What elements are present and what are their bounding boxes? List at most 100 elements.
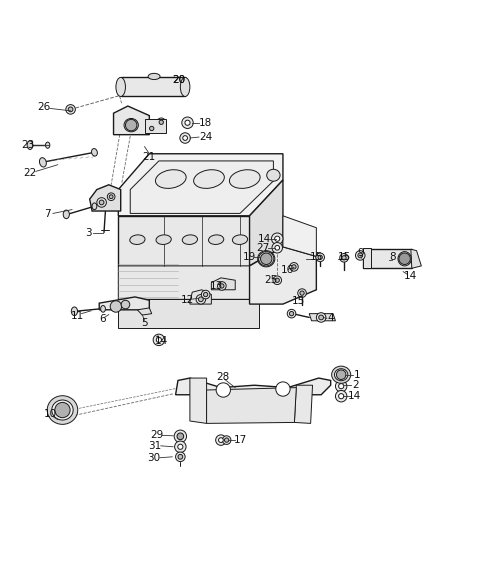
Circle shape xyxy=(178,454,183,459)
Circle shape xyxy=(175,441,186,453)
Circle shape xyxy=(55,402,70,418)
Ellipse shape xyxy=(180,78,190,96)
Polygon shape xyxy=(90,185,120,211)
Polygon shape xyxy=(120,78,185,96)
Polygon shape xyxy=(294,385,312,424)
Ellipse shape xyxy=(47,396,78,424)
Polygon shape xyxy=(144,119,166,133)
Polygon shape xyxy=(211,278,235,290)
Ellipse shape xyxy=(46,142,50,148)
Text: 25: 25 xyxy=(264,275,277,285)
Ellipse shape xyxy=(156,170,186,188)
Text: 31: 31 xyxy=(148,441,162,451)
Text: 3: 3 xyxy=(85,229,92,238)
Circle shape xyxy=(66,105,75,114)
Text: 20: 20 xyxy=(172,75,185,85)
Ellipse shape xyxy=(267,169,280,181)
Ellipse shape xyxy=(259,251,274,266)
Text: 18: 18 xyxy=(199,118,212,128)
Polygon shape xyxy=(130,161,274,213)
Circle shape xyxy=(99,200,104,205)
Circle shape xyxy=(220,284,224,288)
Ellipse shape xyxy=(398,251,411,266)
Polygon shape xyxy=(99,297,149,310)
Text: 15: 15 xyxy=(310,253,323,262)
Circle shape xyxy=(336,370,346,380)
Polygon shape xyxy=(411,249,421,268)
Text: 28: 28 xyxy=(216,372,230,382)
Circle shape xyxy=(178,434,183,439)
Polygon shape xyxy=(250,180,283,266)
Text: 10: 10 xyxy=(44,409,57,419)
Polygon shape xyxy=(118,299,259,328)
Polygon shape xyxy=(176,378,331,395)
Circle shape xyxy=(399,253,410,264)
Circle shape xyxy=(125,119,137,131)
Text: 22: 22 xyxy=(24,168,36,178)
Circle shape xyxy=(147,124,156,133)
Polygon shape xyxy=(114,106,149,135)
Circle shape xyxy=(275,236,280,241)
Text: 21: 21 xyxy=(143,152,156,162)
Text: 16: 16 xyxy=(281,264,294,275)
Circle shape xyxy=(182,117,193,128)
Circle shape xyxy=(199,297,203,302)
Text: 15: 15 xyxy=(337,253,351,262)
Circle shape xyxy=(318,255,323,259)
Circle shape xyxy=(261,253,272,264)
Circle shape xyxy=(222,436,231,445)
Text: 2: 2 xyxy=(352,380,359,390)
Circle shape xyxy=(218,438,223,442)
Ellipse shape xyxy=(124,119,138,132)
Ellipse shape xyxy=(130,235,145,245)
Circle shape xyxy=(110,301,121,312)
Ellipse shape xyxy=(39,158,47,167)
Circle shape xyxy=(272,242,282,253)
Ellipse shape xyxy=(92,149,97,156)
Circle shape xyxy=(178,444,183,449)
Text: 13: 13 xyxy=(209,281,223,291)
Circle shape xyxy=(338,394,344,399)
Text: 20: 20 xyxy=(172,75,185,85)
Polygon shape xyxy=(118,216,250,266)
Text: 26: 26 xyxy=(38,103,51,112)
Circle shape xyxy=(157,118,166,127)
Text: 5: 5 xyxy=(141,318,148,328)
Text: 7: 7 xyxy=(44,209,51,219)
Polygon shape xyxy=(118,247,283,299)
Circle shape xyxy=(216,383,230,397)
Polygon shape xyxy=(137,308,152,315)
Circle shape xyxy=(272,233,283,245)
Circle shape xyxy=(316,253,324,262)
Circle shape xyxy=(68,107,73,112)
Circle shape xyxy=(225,438,229,442)
Circle shape xyxy=(196,295,205,304)
Ellipse shape xyxy=(229,170,260,188)
Circle shape xyxy=(217,282,226,290)
Text: 9: 9 xyxy=(358,247,364,258)
Ellipse shape xyxy=(27,141,33,149)
Text: 14: 14 xyxy=(258,234,272,244)
Circle shape xyxy=(276,382,290,396)
Text: 12: 12 xyxy=(181,295,194,306)
Circle shape xyxy=(287,310,296,318)
Text: 14: 14 xyxy=(348,390,361,401)
Circle shape xyxy=(316,313,326,322)
Circle shape xyxy=(358,253,363,258)
Circle shape xyxy=(183,136,188,140)
Polygon shape xyxy=(363,248,371,268)
Text: 27: 27 xyxy=(256,243,270,253)
Circle shape xyxy=(319,315,324,320)
Circle shape xyxy=(121,300,130,309)
Circle shape xyxy=(342,256,346,260)
Text: 15: 15 xyxy=(291,296,305,306)
Circle shape xyxy=(298,289,306,298)
Circle shape xyxy=(204,292,208,297)
Circle shape xyxy=(292,264,296,269)
Polygon shape xyxy=(363,249,412,268)
Ellipse shape xyxy=(156,235,171,245)
Circle shape xyxy=(150,127,154,131)
Ellipse shape xyxy=(101,306,106,312)
Circle shape xyxy=(273,276,281,284)
Text: 8: 8 xyxy=(389,253,396,262)
